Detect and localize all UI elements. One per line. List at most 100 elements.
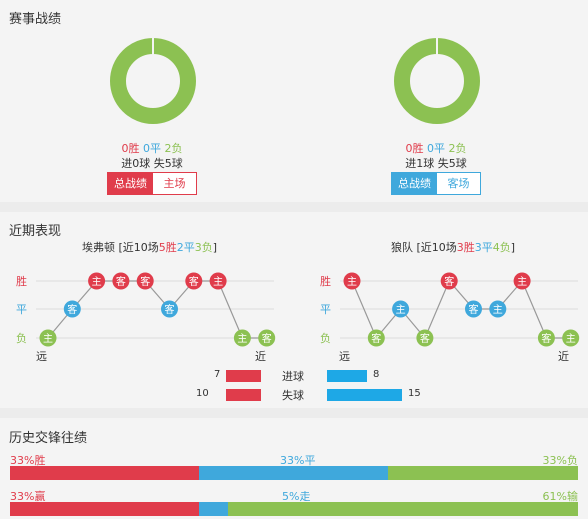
away-match-marker: 主 <box>513 272 531 290</box>
home-match-dot <box>112 272 130 290</box>
away-match-marker: 客 <box>465 300 482 318</box>
home-match-venue: 主 <box>43 333 53 345</box>
history-draw-label: 33%平 <box>280 454 316 467</box>
handicap-win-label: 33%赢 <box>10 490 46 503</box>
away-axis-loss: 负 <box>320 332 331 345</box>
away-match-marker: 主 <box>562 329 580 347</box>
home-match-marker: 客 <box>112 272 130 290</box>
away-conceded-bar <box>327 389 402 401</box>
home-goals-for: 进0球 <box>121 157 151 170</box>
home-match-marker: 客 <box>136 272 154 290</box>
home-match-dot <box>209 272 227 290</box>
home-match-marker: 客 <box>63 300 81 318</box>
scored-label: 进球 <box>282 370 304 383</box>
away-scored-value: 8 <box>373 369 380 380</box>
history-loss-segment <box>388 466 578 480</box>
away-recent-suffix: ] <box>510 241 516 254</box>
away-donut-loss-ring <box>394 38 480 124</box>
home-tab-venue[interactable]: 主场 <box>153 173 196 194</box>
away-recent-prefix: [近10场 <box>416 241 457 254</box>
home-match-dot <box>88 272 106 290</box>
away-match-dot <box>537 329 555 347</box>
away-match-dot <box>392 300 410 318</box>
away-match-dot <box>489 300 507 318</box>
away-form-chart: 主客主客客客 主主客主 <box>340 272 580 347</box>
home-win-count: 0胜 <box>121 142 140 155</box>
away-team-name: 狼队 <box>391 241 413 254</box>
home-far-label: 远 <box>36 350 47 363</box>
away-recent-draws: 3平 <box>474 241 493 254</box>
away-recent-losses: 4负 <box>492 241 511 254</box>
away-match-dot <box>416 329 434 347</box>
home-loss-count: 2负 <box>164 142 183 155</box>
away-recent-wins: 3胜 <box>456 241 475 254</box>
home-recent-suffix: ] <box>212 241 218 254</box>
away-match-marker: 主 <box>392 300 410 318</box>
recent-panel: 近期表现 埃弗顿 [近10场5胜2平3负] 狼队 [近10场3胜3平4负] 胜 … <box>0 212 588 408</box>
home-team-name: 埃弗顿 <box>82 241 115 254</box>
history-win-segment <box>10 466 200 480</box>
away-draw-count: 0平 <box>427 142 445 155</box>
away-win-count: 0胜 <box>405 142 424 155</box>
away-form-line <box>351 279 571 340</box>
home-recent-wins: 5胜 <box>158 241 177 254</box>
handicap-win-segment <box>10 502 200 516</box>
history-panel: 历史交锋往绩 33%胜 33%平 33%负 33%赢 5%走 61%输 <box>0 418 588 519</box>
away-match-dot <box>465 300 482 318</box>
home-match-venue: 主 <box>237 333 247 345</box>
away-loss-count: 2负 <box>448 142 467 155</box>
home-match-venue: 客 <box>116 275 126 288</box>
home-conceded-value: 10 <box>196 388 209 399</box>
home-tab-total[interactable]: 总战绩 <box>108 173 153 194</box>
away-axis-win: 胜 <box>320 275 331 288</box>
history-win-label: 33%胜 <box>10 454 46 467</box>
away-tab-venue[interactable]: 客场 <box>437 173 480 194</box>
away-record-goals: 进1球 失5球 <box>336 155 536 171</box>
away-record-tabs: 总战绩 客场 <box>391 172 481 195</box>
home-match-dot <box>136 272 154 290</box>
home-record-tabs: 总战绩 主场 <box>107 172 197 195</box>
away-record-wdl: 0胜 0平 2负 <box>336 140 536 156</box>
home-draw-count: 0平 <box>143 142 161 155</box>
home-recent-summary: 埃弗顿 [近10场5胜2平3负] <box>82 239 217 255</box>
recent-section-title: 近期表现 <box>9 224 62 239</box>
home-match-venue: 客 <box>140 275 150 288</box>
home-match-marker: 客 <box>161 300 178 318</box>
home-match-dot <box>39 329 57 347</box>
away-match-dot <box>367 329 385 347</box>
home-match-venue: 客 <box>67 303 77 316</box>
home-near-label: 近 <box>255 350 266 363</box>
away-match-venue: 客 <box>469 303 479 316</box>
away-match-venue: 客 <box>371 332 381 345</box>
away-axis-draw: 平 <box>320 303 331 316</box>
away-goals-for: 进1球 <box>405 157 435 170</box>
away-match-venue: 客 <box>420 332 430 345</box>
home-recent-draws: 2平 <box>176 241 195 254</box>
home-match-dot <box>63 300 81 318</box>
away-match-venue: 主 <box>517 276 527 288</box>
record-panel: 赛事战绩 0胜 0平 2负 进0球 失5球 总战绩 主场 0胜 0平 2负 进1… <box>0 0 588 202</box>
away-match-marker: 客 <box>440 272 458 290</box>
home-axis-loss: 负 <box>16 332 27 345</box>
away-match-dot <box>440 272 458 290</box>
home-match-venue: 客 <box>189 275 199 288</box>
away-match-marker: 主 <box>343 272 361 290</box>
away-match-venue: 主 <box>396 304 406 316</box>
away-far-label: 远 <box>339 350 350 363</box>
home-match-marker: 主 <box>39 329 57 347</box>
home-scored-bar <box>226 370 261 382</box>
home-match-venue: 客 <box>262 332 272 345</box>
away-tab-total[interactable]: 总战绩 <box>392 173 437 194</box>
home-match-dot <box>233 329 251 347</box>
home-match-dot <box>161 300 178 318</box>
away-record-donut <box>394 38 480 124</box>
home-match-venue: 客 <box>165 303 175 316</box>
home-match-marker: 主 <box>88 272 106 290</box>
home-conceded-bar <box>226 389 261 401</box>
handicap-result-bar <box>10 502 578 516</box>
home-axis-draw: 平 <box>16 303 27 316</box>
record-section-title: 赛事战绩 <box>9 12 62 27</box>
home-scored-value: 7 <box>214 369 221 380</box>
history-result-bar <box>10 466 578 480</box>
handicap-push-segment <box>199 502 228 516</box>
